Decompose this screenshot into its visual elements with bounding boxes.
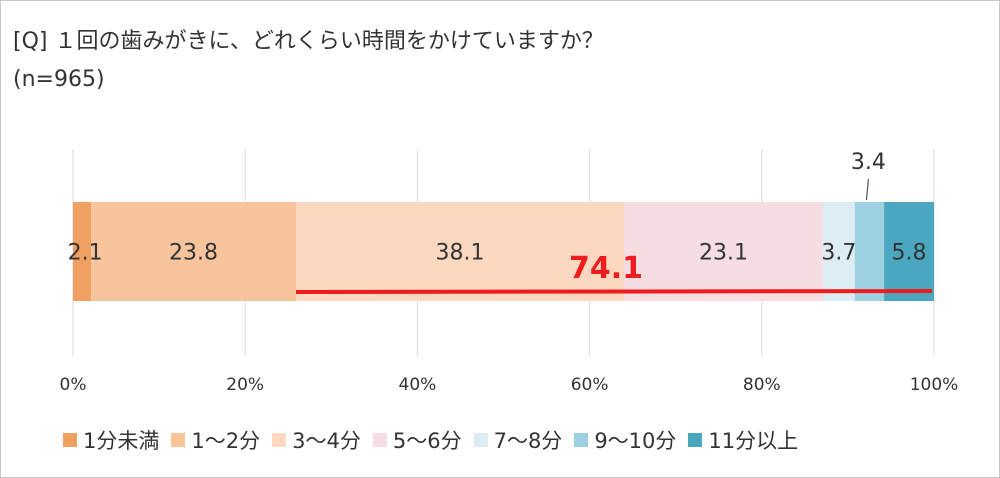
data-label: 2.1 bbox=[68, 241, 103, 266]
data-label: 5.8 bbox=[892, 241, 927, 266]
legend-item: 1分未満 bbox=[63, 425, 159, 455]
data-label: 38.1 bbox=[436, 241, 485, 266]
legend-swatch bbox=[574, 433, 589, 447]
data-label: 23.8 bbox=[169, 241, 218, 266]
annotation-label: 74.1 bbox=[569, 251, 643, 286]
legend-label: 9～10分 bbox=[594, 429, 677, 453]
legend-label: 11分以上 bbox=[708, 429, 799, 453]
legend-item: 3～4分 bbox=[272, 425, 361, 455]
bar-segment bbox=[854, 202, 885, 301]
bar-segment bbox=[295, 202, 625, 301]
legend-item: 7～8分 bbox=[473, 425, 563, 455]
legend-item: 1～2分 bbox=[171, 425, 260, 455]
legend-label: 5～6分 bbox=[392, 429, 462, 453]
legend-item: 11分以上 bbox=[688, 425, 798, 455]
legend-label: 3～4分 bbox=[292, 429, 361, 453]
bar-segment bbox=[73, 202, 92, 301]
x-tick-label: 20% bbox=[226, 375, 264, 395]
legend-swatch bbox=[688, 433, 703, 447]
stacked-bar-chart: 0% 20% 40% 60% 80% 100% 2.1 23.8 38.1 23.1 3.7 3.4 5… bbox=[60, 149, 959, 395]
legend-item: 9～10分 bbox=[574, 425, 676, 455]
annotation-line bbox=[295, 289, 933, 294]
bar-segment bbox=[884, 202, 934, 301]
x-tick-label: 40% bbox=[399, 375, 437, 395]
x-tick-label: 0% bbox=[60, 375, 87, 395]
chart-title: [Q] １回の歯みがきに、どれくらい時間をかけていますか？ bbox=[13, 29, 604, 54]
legend-item: 5～6分 bbox=[372, 425, 462, 455]
x-tick-label: 80% bbox=[743, 375, 781, 395]
legend-swatch bbox=[272, 433, 287, 447]
legend: 1分未満 1～2分 3～4分 5～6分 7～8分 9～10分 11分以上 bbox=[63, 425, 810, 455]
legend-swatch bbox=[171, 433, 186, 447]
bar-segment bbox=[624, 202, 823, 301]
data-label: 23.1 bbox=[699, 241, 748, 266]
legend-swatch bbox=[372, 433, 387, 447]
chart-subtitle: (n=965) bbox=[13, 67, 105, 92]
legend-swatch bbox=[63, 433, 77, 447]
legend-label: 1分未満 bbox=[83, 429, 160, 453]
x-tick-label: 60% bbox=[571, 375, 609, 395]
legend-swatch bbox=[473, 433, 488, 447]
bar-segment bbox=[822, 202, 855, 301]
leader-line bbox=[865, 178, 870, 201]
legend-label: 7～8分 bbox=[493, 429, 563, 453]
x-tick-label: 100% bbox=[910, 375, 959, 395]
bar-segment bbox=[91, 202, 296, 301]
legend-label: 1～2分 bbox=[191, 429, 261, 453]
data-label: 3.4 bbox=[851, 150, 886, 175]
data-label: 3.7 bbox=[821, 241, 856, 266]
